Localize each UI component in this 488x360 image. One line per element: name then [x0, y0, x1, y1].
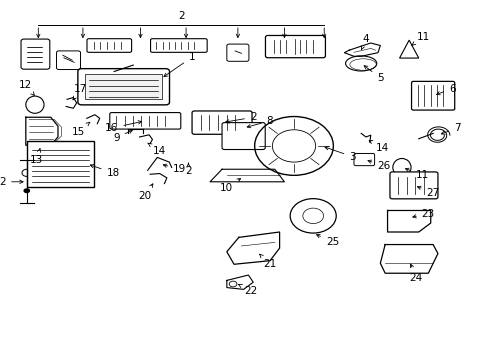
FancyBboxPatch shape [192, 111, 251, 134]
FancyBboxPatch shape [226, 44, 248, 61]
FancyBboxPatch shape [21, 39, 50, 69]
FancyBboxPatch shape [85, 74, 162, 99]
Text: 15: 15 [71, 122, 90, 136]
Text: 27: 27 [417, 186, 439, 198]
FancyBboxPatch shape [411, 81, 454, 110]
Text: 13: 13 [30, 149, 43, 165]
Text: 5: 5 [364, 66, 383, 83]
Text: 14: 14 [148, 143, 166, 156]
FancyBboxPatch shape [110, 113, 181, 129]
Text: 1: 1 [163, 52, 195, 77]
Text: 9: 9 [113, 130, 132, 143]
Text: 2: 2 [178, 11, 184, 21]
Text: 2: 2 [185, 163, 191, 176]
FancyBboxPatch shape [57, 51, 81, 69]
FancyBboxPatch shape [150, 39, 207, 52]
Text: 11: 11 [411, 32, 429, 45]
Text: 23: 23 [412, 209, 434, 219]
FancyBboxPatch shape [389, 172, 437, 199]
Text: 20: 20 [139, 184, 153, 201]
FancyBboxPatch shape [78, 69, 169, 105]
Text: 8: 8 [247, 116, 273, 128]
FancyBboxPatch shape [87, 39, 131, 52]
Text: 21: 21 [259, 254, 276, 269]
Text: 2: 2 [0, 177, 23, 187]
FancyBboxPatch shape [27, 140, 94, 187]
Text: 25: 25 [316, 235, 338, 247]
Circle shape [23, 188, 30, 193]
Text: 24: 24 [409, 264, 422, 283]
Text: 14: 14 [368, 140, 388, 153]
Text: 7: 7 [441, 123, 460, 134]
Text: 11: 11 [405, 168, 428, 180]
Text: 12: 12 [19, 80, 34, 95]
Text: 4: 4 [361, 34, 368, 49]
Text: 19: 19 [163, 164, 186, 174]
Text: 2: 2 [225, 112, 256, 123]
FancyBboxPatch shape [265, 36, 325, 58]
Text: 10: 10 [220, 179, 240, 193]
Text: 3: 3 [325, 147, 355, 162]
Text: 16: 16 [105, 121, 142, 133]
FancyBboxPatch shape [222, 123, 264, 149]
Text: 26: 26 [367, 160, 389, 171]
FancyBboxPatch shape [353, 153, 374, 166]
Text: 17: 17 [73, 84, 87, 100]
Text: 22: 22 [238, 284, 257, 296]
Text: 6: 6 [436, 84, 455, 95]
Text: 18: 18 [90, 165, 120, 178]
